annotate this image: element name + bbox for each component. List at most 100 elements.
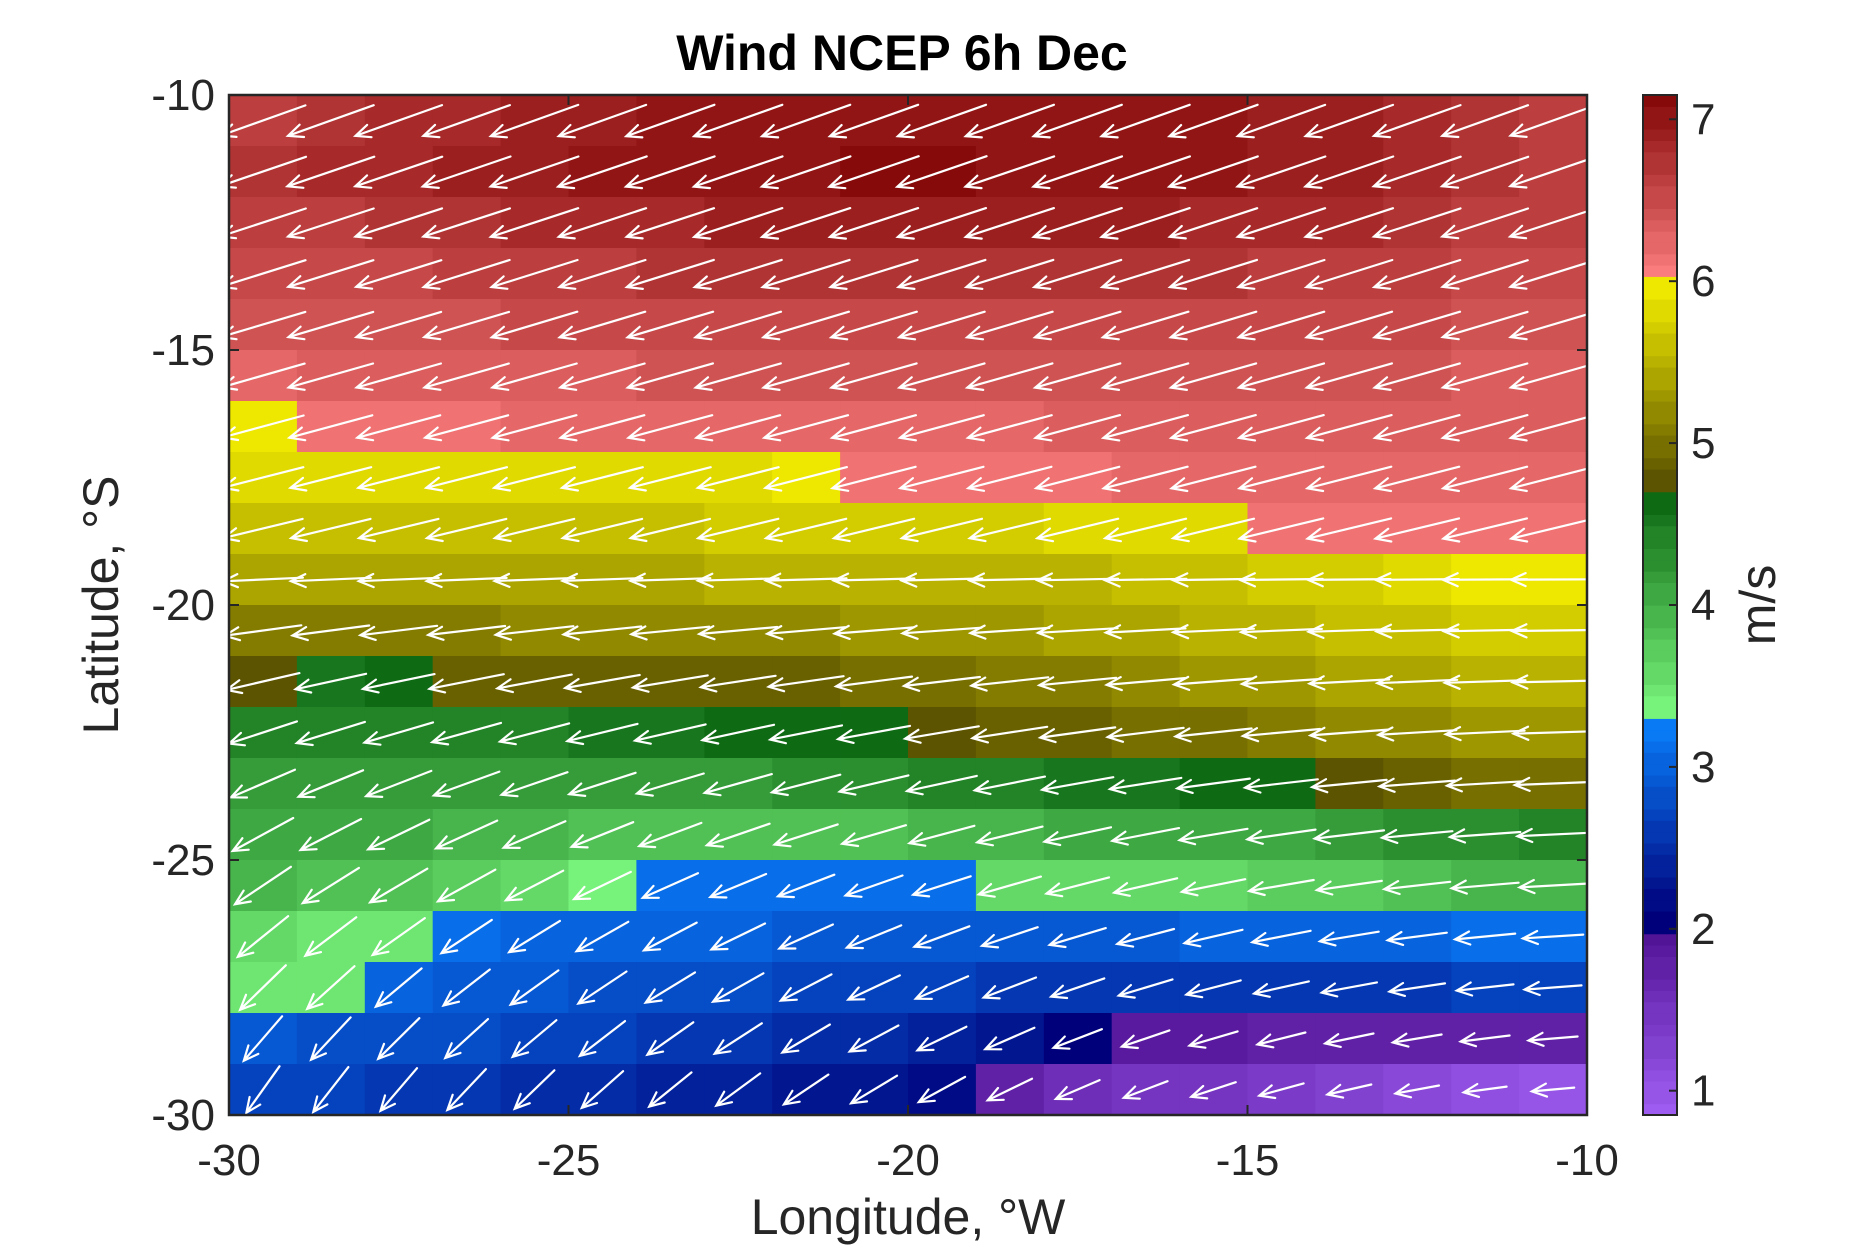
wind-arrow xyxy=(624,258,715,290)
wind-arrow xyxy=(1237,517,1325,543)
wind-arrow xyxy=(490,414,578,442)
wind-arrow xyxy=(420,207,511,240)
colorbar-swatch xyxy=(1643,537,1677,549)
wind-arrow xyxy=(1381,880,1452,896)
wind-arrow xyxy=(426,673,505,694)
wind-arrow xyxy=(1322,1032,1375,1048)
wind-arrow xyxy=(491,572,576,588)
colorbar-tick-label: 2 xyxy=(1691,905,1715,954)
wind-arrow xyxy=(981,976,1038,1000)
colorbar-swatch xyxy=(1643,1103,1677,1116)
wind-arrow xyxy=(831,624,915,640)
wind-arrow xyxy=(1510,674,1595,690)
wind-arrow xyxy=(571,870,632,901)
wind-arrow xyxy=(1312,829,1386,845)
wind-arrow xyxy=(709,922,767,951)
wind-arrow xyxy=(759,103,852,139)
colorbar-swatch xyxy=(1643,1092,1677,1105)
colorbar-swatch xyxy=(1643,310,1677,323)
wind-arrow xyxy=(692,258,783,290)
wind-arrow xyxy=(763,517,848,543)
wind-arrow xyxy=(632,723,707,745)
wind-arrow xyxy=(1103,624,1187,640)
wind-arrow xyxy=(1034,517,1120,543)
colorbar-swatch xyxy=(1643,469,1677,481)
colorbar-swatch xyxy=(1643,786,1677,799)
wind-arrow xyxy=(775,873,836,899)
wind-arrow xyxy=(354,362,442,391)
wind-arrow xyxy=(1236,465,1325,493)
wind-arrow xyxy=(1169,465,1257,493)
colorbar-swatch xyxy=(1643,831,1677,844)
wind-arrow xyxy=(439,918,493,955)
wind-arrow xyxy=(1166,103,1259,139)
wind-arrow xyxy=(1303,258,1394,290)
colorbar-tick-label: 6 xyxy=(1691,257,1715,306)
wind-arrow xyxy=(220,573,304,589)
wind-arrow xyxy=(827,207,920,240)
colorbar-swatch xyxy=(1643,1081,1677,1093)
wind-arrow xyxy=(1440,362,1529,391)
wind-arrow xyxy=(1031,258,1123,290)
wind-arrow xyxy=(562,673,641,693)
wind-arrow xyxy=(423,466,509,492)
wind-arrow xyxy=(1242,778,1319,794)
wind-arrow xyxy=(285,310,375,341)
wind-arrow xyxy=(692,310,783,341)
wind-arrow xyxy=(1303,207,1395,240)
colorbar-swatch xyxy=(1643,163,1677,175)
wind-arrow xyxy=(1512,776,1593,792)
wind-arrow xyxy=(835,724,912,744)
wind-arrow xyxy=(492,517,576,543)
wind-arrow xyxy=(355,466,441,492)
colorbar-swatch xyxy=(1643,605,1677,617)
wind-arrow xyxy=(577,1020,627,1058)
wind-arrow xyxy=(230,816,295,853)
wind-arrow xyxy=(1100,414,1189,442)
wind-arrow xyxy=(1174,777,1251,794)
wind-arrow xyxy=(510,1019,558,1059)
wind-arrow xyxy=(828,310,918,341)
wind-arrow xyxy=(557,362,646,391)
wind-arrow xyxy=(1507,207,1597,240)
wind-arrow xyxy=(559,572,644,588)
colorbar-label: m/s xyxy=(1730,565,1786,646)
wind-arrow xyxy=(1114,927,1176,948)
wind-arrow xyxy=(1508,104,1597,138)
colorbar-swatch xyxy=(1643,389,1677,402)
x-tick-label: -10 xyxy=(1555,1136,1619,1185)
wind-arrow xyxy=(1514,827,1590,844)
colorbar-swatch xyxy=(1643,729,1677,742)
wind-arrow xyxy=(497,722,571,746)
wind-arrow xyxy=(373,967,423,1009)
wind-arrow xyxy=(1032,414,1122,442)
wind-arrow xyxy=(566,771,637,797)
wind-arrow xyxy=(695,517,780,543)
colorbar-swatch xyxy=(1643,503,1677,515)
wind-arrow xyxy=(489,258,579,290)
wind-arrow xyxy=(1304,465,1393,493)
wind-arrow xyxy=(974,825,1044,847)
colorbar-swatch xyxy=(1643,639,1677,651)
colorbar-swatch xyxy=(1643,174,1677,187)
wind-arrow xyxy=(489,310,579,341)
colorbar-swatch xyxy=(1643,253,1677,266)
colorbar-swatch xyxy=(1643,967,1677,980)
wind-arrow xyxy=(1447,828,1522,844)
wind-arrow xyxy=(625,310,715,341)
wind-arrow xyxy=(641,921,698,952)
wind-arrow xyxy=(360,673,436,694)
wind-arrow xyxy=(242,1015,284,1063)
colorbar-swatch xyxy=(1643,922,1677,935)
wind-arrow xyxy=(1440,414,1529,442)
wind-arrow xyxy=(1371,155,1462,189)
wind-arrow xyxy=(766,675,845,693)
wind-arrow xyxy=(1176,827,1249,846)
wind-arrow xyxy=(897,465,985,492)
wind-arrow xyxy=(1507,155,1597,189)
wind-arrow xyxy=(982,1026,1036,1051)
wind-arrow xyxy=(1507,259,1597,290)
wind-arrow xyxy=(1508,517,1596,543)
wind-arrow xyxy=(624,207,716,240)
x-tick-label: -25 xyxy=(537,1136,601,1185)
